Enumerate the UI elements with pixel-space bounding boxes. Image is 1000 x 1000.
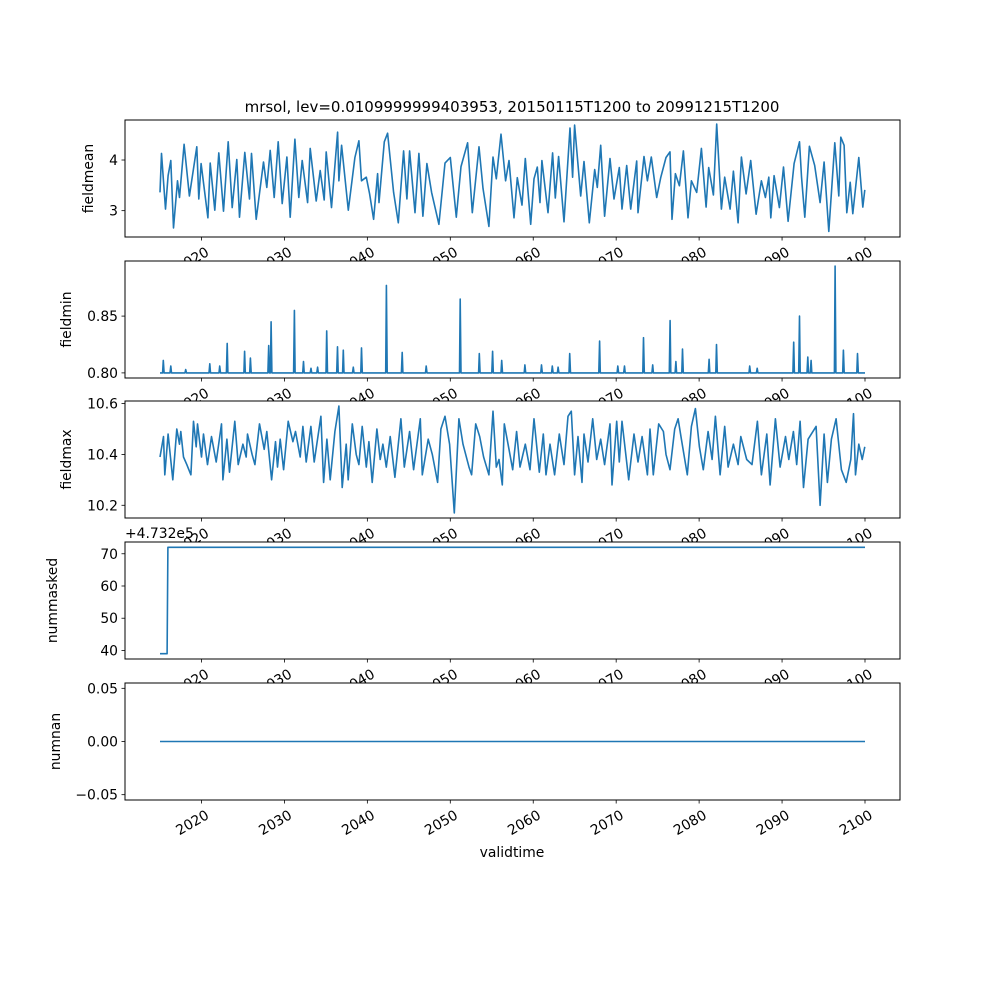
y-tick-label: 0.00 [87,735,118,751]
y-tick-label: 50 [100,611,118,627]
y-tick-label: 70 [100,547,118,563]
series-line-fieldmax [159,405,866,514]
y-axis-label: nummasked [45,558,61,643]
y-axis-label: fieldmax [59,429,75,489]
plot-area [125,542,900,659]
plot-area [125,401,900,518]
series-line-fieldmean [159,123,866,233]
y-tick-label: −0.05 [75,788,118,804]
axes-frame [124,119,901,238]
y-tick-label: 10.4 [87,447,118,463]
plot-area [125,261,900,378]
axes-frame [124,541,901,660]
y-tick-label: 4 [109,153,118,169]
y-axis-label: numnan [48,713,64,770]
y-axis-label: fieldmin [59,291,75,347]
y-tick-label: 0.80 [87,366,118,382]
y-offset-text: +4.732e5 [125,526,194,542]
y-tick-label: 0.05 [87,681,118,697]
y-tick-label: 10.2 [87,498,118,514]
axes-frame [124,260,901,379]
x-axis-label: validtime [480,845,545,861]
y-tick-label: 60 [100,579,118,595]
y-tick-label: 3 [109,204,118,220]
y-tick-label: 0.85 [87,309,118,325]
axes-frame [124,400,901,519]
y-tick-label: 10.6 [87,397,118,413]
y-tick-label: 40 [100,643,118,659]
series-line-fieldmin [160,265,865,374]
chart-title: mrsol, lev=0.0109999999403953, 20150115T… [245,98,780,116]
y-axis-label: fieldmean [81,144,97,213]
series-line-nummasked [160,546,865,655]
